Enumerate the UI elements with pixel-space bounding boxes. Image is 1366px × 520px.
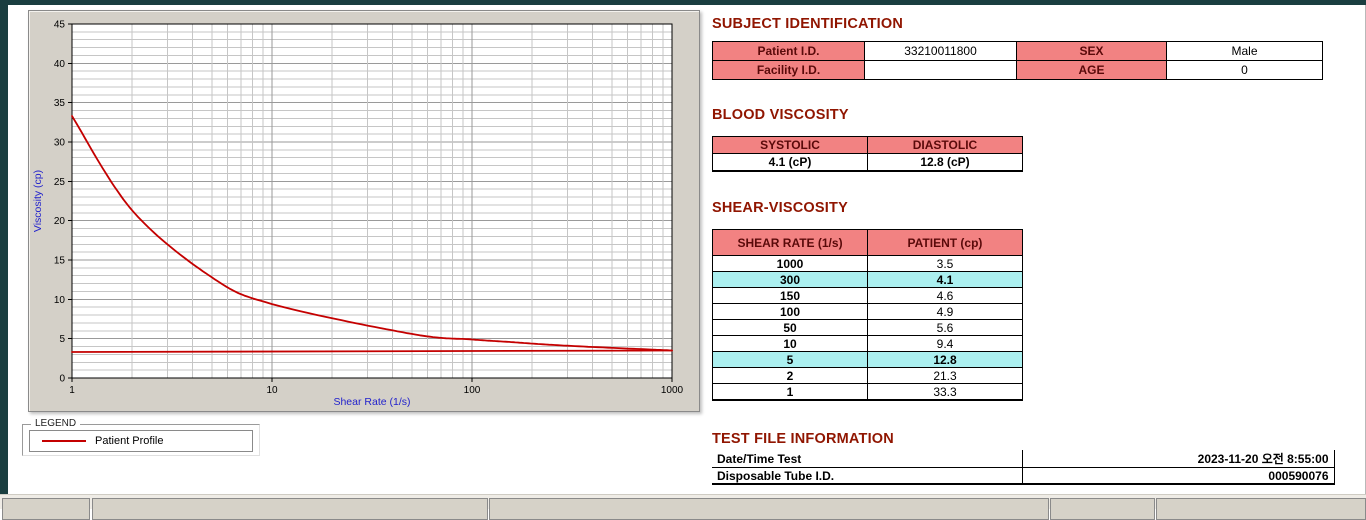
bottom-panel-2[interactable] xyxy=(92,498,488,520)
shear-rate-cell: 150 xyxy=(712,287,868,304)
svg-text:1000: 1000 xyxy=(661,385,684,396)
patient-id-value: 33210011800 xyxy=(864,41,1017,61)
subject-identification-heading: SUBJECT IDENTIFICATION xyxy=(712,16,904,32)
bottom-panel-3[interactable] xyxy=(489,498,1049,520)
sex-label: SEX xyxy=(1016,41,1167,61)
table-row: SHEAR RATE (1/s) PATIENT (cp) xyxy=(712,229,1023,256)
svg-text:Shear Rate (1/s): Shear Rate (1/s) xyxy=(333,396,410,408)
shear-row-1: 1 33.3 xyxy=(712,383,1023,401)
patient-cp-cell: 9.4 xyxy=(867,335,1023,352)
bottom-strip xyxy=(0,494,1366,520)
svg-text:30: 30 xyxy=(54,138,66,149)
patient-cp-cell: 4.6 xyxy=(867,287,1023,304)
svg-text:45: 45 xyxy=(54,20,66,31)
top-border-bar xyxy=(0,0,1366,5)
svg-text:5: 5 xyxy=(59,334,65,345)
age-label: AGE xyxy=(1016,60,1167,80)
left-border-bar xyxy=(0,0,8,494)
svg-text:25: 25 xyxy=(54,177,66,188)
date-time-test-label: Date/Time Test xyxy=(712,450,1023,468)
bottom-panel-1[interactable] xyxy=(2,498,90,520)
facility-id-label: Facility I.D. xyxy=(712,60,865,80)
svg-text:0: 0 xyxy=(59,374,65,385)
disposable-tube-id-label: Disposable Tube I.D. xyxy=(712,467,1023,485)
patient-cp-cell: 33.3 xyxy=(867,383,1023,401)
sex-value: Male xyxy=(1166,41,1323,61)
svg-text:35: 35 xyxy=(54,98,66,109)
legend-entry: Patient Profile xyxy=(29,430,253,452)
shear-rate-cell: 1 xyxy=(712,383,868,401)
shear-row-150: 150 4.6 xyxy=(712,287,1023,304)
blood-viscosity-heading: BLOOD VISCOSITY xyxy=(712,107,849,123)
shear-rate-cell: 5 xyxy=(712,351,868,368)
shear-row-10: 10 9.4 xyxy=(712,335,1023,352)
subject-identification-table: Patient I.D. 33210011800 SEX Male Facili… xyxy=(712,41,1323,80)
shear-row-5: 5 12.8 xyxy=(712,351,1023,368)
diastolic-header: DIASTOLIC xyxy=(867,136,1023,154)
patient-id-label: Patient I.D. xyxy=(712,41,865,61)
table-row: SYSTOLIC DIASTOLIC xyxy=(712,136,1023,154)
shear-viscosity-heading: SHEAR-VISCOSITY xyxy=(712,200,848,216)
patient-cp-header: PATIENT (cp) xyxy=(867,229,1023,256)
patient-cp-cell: 4.9 xyxy=(867,303,1023,320)
table-row: Patient I.D. 33210011800 SEX Male xyxy=(712,41,1323,61)
table-row: 4.1 (cP) 12.8 (cP) xyxy=(712,153,1023,172)
patient-cp-cell: 4.1 xyxy=(867,271,1023,288)
blood-viscosity-table: SYSTOLIC DIASTOLIC 4.1 (cP) 12.8 (cP) xyxy=(712,136,1023,172)
patient-cp-cell: 12.8 xyxy=(867,351,1023,368)
shear-row-2: 2 21.3 xyxy=(712,367,1023,384)
svg-text:15: 15 xyxy=(54,256,66,267)
shear-rate-cell: 10 xyxy=(712,335,868,352)
shear-viscosity-tbody: 1000 3.5 300 4.1 150 4.6 100 4.9 50 5.6 10 9.4 5 12.8… xyxy=(712,255,1023,401)
patient-profile-line-swatch xyxy=(42,440,86,442)
shear-viscosity-chart: 0 5 10 15 20 25 30 35 40 45 1 10 100 1000 Shear Rate (… xyxy=(32,20,684,409)
test-file-information-heading: TEST FILE INFORMATION xyxy=(712,431,894,447)
table-row: Disposable Tube I.D. 000590076 xyxy=(712,467,1335,485)
disposable-tube-id-value: 000590076 xyxy=(1022,467,1335,485)
shear-row-100: 100 4.9 xyxy=(712,303,1023,320)
facility-id-value xyxy=(864,60,1017,80)
svg-text:20: 20 xyxy=(54,216,66,227)
bottom-panel-4[interactable] xyxy=(1050,498,1155,520)
shear-row-1000: 1000 3.5 xyxy=(712,255,1023,272)
table-row: Date/Time Test 2023-11-20 오전 8:55:00 xyxy=(712,450,1335,468)
shear-row-300: 300 4.1 xyxy=(712,271,1023,288)
shear-rate-cell: 100 xyxy=(712,303,868,320)
shear-viscosity-table: SHEAR RATE (1/s) PATIENT (cp) 1000 3.5 300… xyxy=(712,229,1023,401)
svg-text:1: 1 xyxy=(69,385,75,396)
age-value: 0 xyxy=(1166,60,1323,80)
viscosity-chart-panel: 0 5 10 15 20 25 30 35 40 45 1 10 100 1000 Shear Rate (… xyxy=(28,10,700,412)
legend-label: Patient Profile xyxy=(95,435,164,447)
date-time-test-value: 2023-11-20 오전 8:55:00 xyxy=(1022,450,1335,468)
systolic-value: 4.1 (cP) xyxy=(712,153,868,172)
legend-title: LEGEND xyxy=(31,418,81,429)
systolic-header: SYSTOLIC xyxy=(712,136,868,154)
patient-cp-cell: 21.3 xyxy=(867,367,1023,384)
svg-text:10: 10 xyxy=(54,295,66,306)
legend-groupbox: LEGEND Patient Profile xyxy=(22,418,260,456)
table-row: Facility I.D. AGE 0 xyxy=(712,60,1323,80)
patient-cp-cell: 3.5 xyxy=(867,255,1023,272)
bottom-panel-5[interactable] xyxy=(1156,498,1366,520)
svg-text:100: 100 xyxy=(464,385,481,396)
shear-rate-cell: 300 xyxy=(712,271,868,288)
shear-row-50: 50 5.6 xyxy=(712,319,1023,336)
diastolic-value: 12.8 (cP) xyxy=(867,153,1023,172)
patient-cp-cell: 5.6 xyxy=(867,319,1023,336)
svg-text:Viscosity (cp): Viscosity (cp) xyxy=(32,170,44,232)
shear-rate-cell: 1000 xyxy=(712,255,868,272)
test-file-information-table: Date/Time Test 2023-11-20 오전 8:55:00 Dis… xyxy=(712,450,1335,485)
shear-rate-cell: 50 xyxy=(712,319,868,336)
shear-rate-header: SHEAR RATE (1/s) xyxy=(712,229,868,256)
shear-rate-cell: 2 xyxy=(712,367,868,384)
svg-text:10: 10 xyxy=(266,385,278,396)
svg-text:40: 40 xyxy=(54,59,66,70)
